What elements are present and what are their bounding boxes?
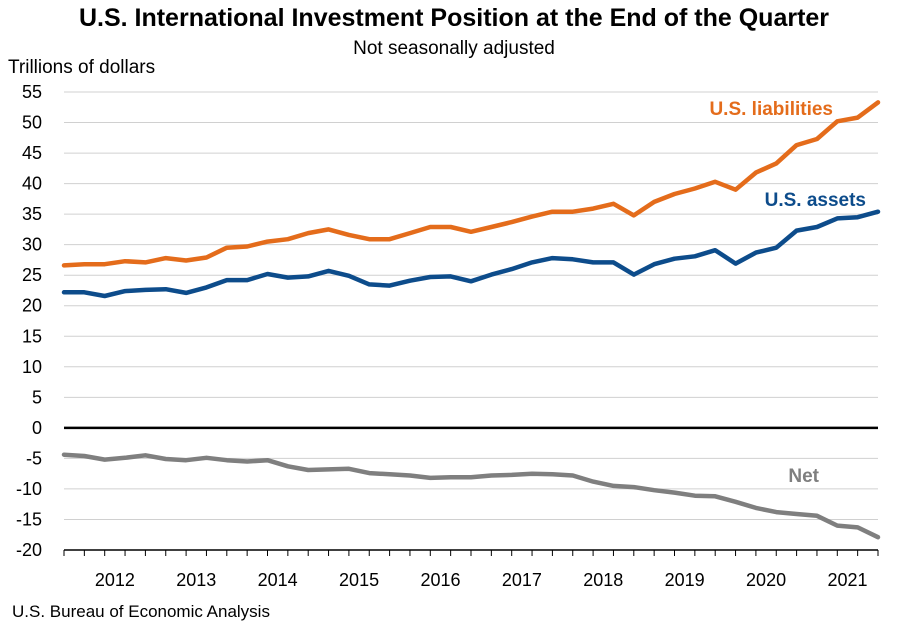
series-label: Net <box>788 466 819 487</box>
x-tick-label: 2019 <box>665 570 705 590</box>
series-label: U.S. assets <box>765 190 866 211</box>
source-note: U.S. Bureau of Economic Analysis <box>12 602 270 621</box>
series-line-u-s-liabilities <box>61 100 881 268</box>
series-labels: U.S. liabilities U.S. assets Net <box>709 99 866 487</box>
y-tick-label: -10 <box>16 479 42 499</box>
x-tick-label: 2021 <box>827 570 867 590</box>
y-tick-label: 55 <box>22 82 42 102</box>
x-tick-label: 2013 <box>176 570 216 590</box>
y-tick-label: 25 <box>22 265 42 285</box>
y-tick-label: 0 <box>32 418 42 438</box>
chart-title: U.S. International Investment Position a… <box>78 4 830 32</box>
y-tick-label: 15 <box>22 326 42 346</box>
series-line-u-s-assets <box>61 209 881 299</box>
y-tick-label: 50 <box>22 113 42 133</box>
x-tick-label: 2016 <box>420 570 460 590</box>
y-axis-label: Trillions of dollars <box>8 57 156 78</box>
x-tick-label: 2017 <box>502 570 542 590</box>
series-label: U.S. liabilities <box>709 99 833 120</box>
y-tick-label: 30 <box>22 235 42 255</box>
x-tick-label: 2018 <box>583 570 623 590</box>
y-tick-label: 45 <box>22 143 42 163</box>
x-tick-label: 2020 <box>746 570 786 590</box>
x-tick-label: 2015 <box>339 570 379 590</box>
x-tick-label: 2012 <box>95 570 135 590</box>
chart-subtitle: Not seasonally adjusted <box>353 38 555 59</box>
y-tick-label: 35 <box>22 204 42 224</box>
gridlines <box>64 91 878 551</box>
y-tick-label: -5 <box>26 448 42 468</box>
y-tick-label: 10 <box>22 357 42 377</box>
series-line-net <box>61 452 881 540</box>
y-tick-label: 20 <box>22 296 42 316</box>
y-tick-label: -20 <box>16 540 42 560</box>
y-tick-label: -15 <box>16 509 42 529</box>
y-tick-label: 5 <box>32 387 42 407</box>
x-axis: 2012 2013 2014 2015 2016 2017 2018 2019 2020 2021 <box>63 549 879 590</box>
series-lines <box>61 100 881 540</box>
y-tick-label: 40 <box>22 174 42 194</box>
x-tick-label: 2014 <box>258 570 298 590</box>
